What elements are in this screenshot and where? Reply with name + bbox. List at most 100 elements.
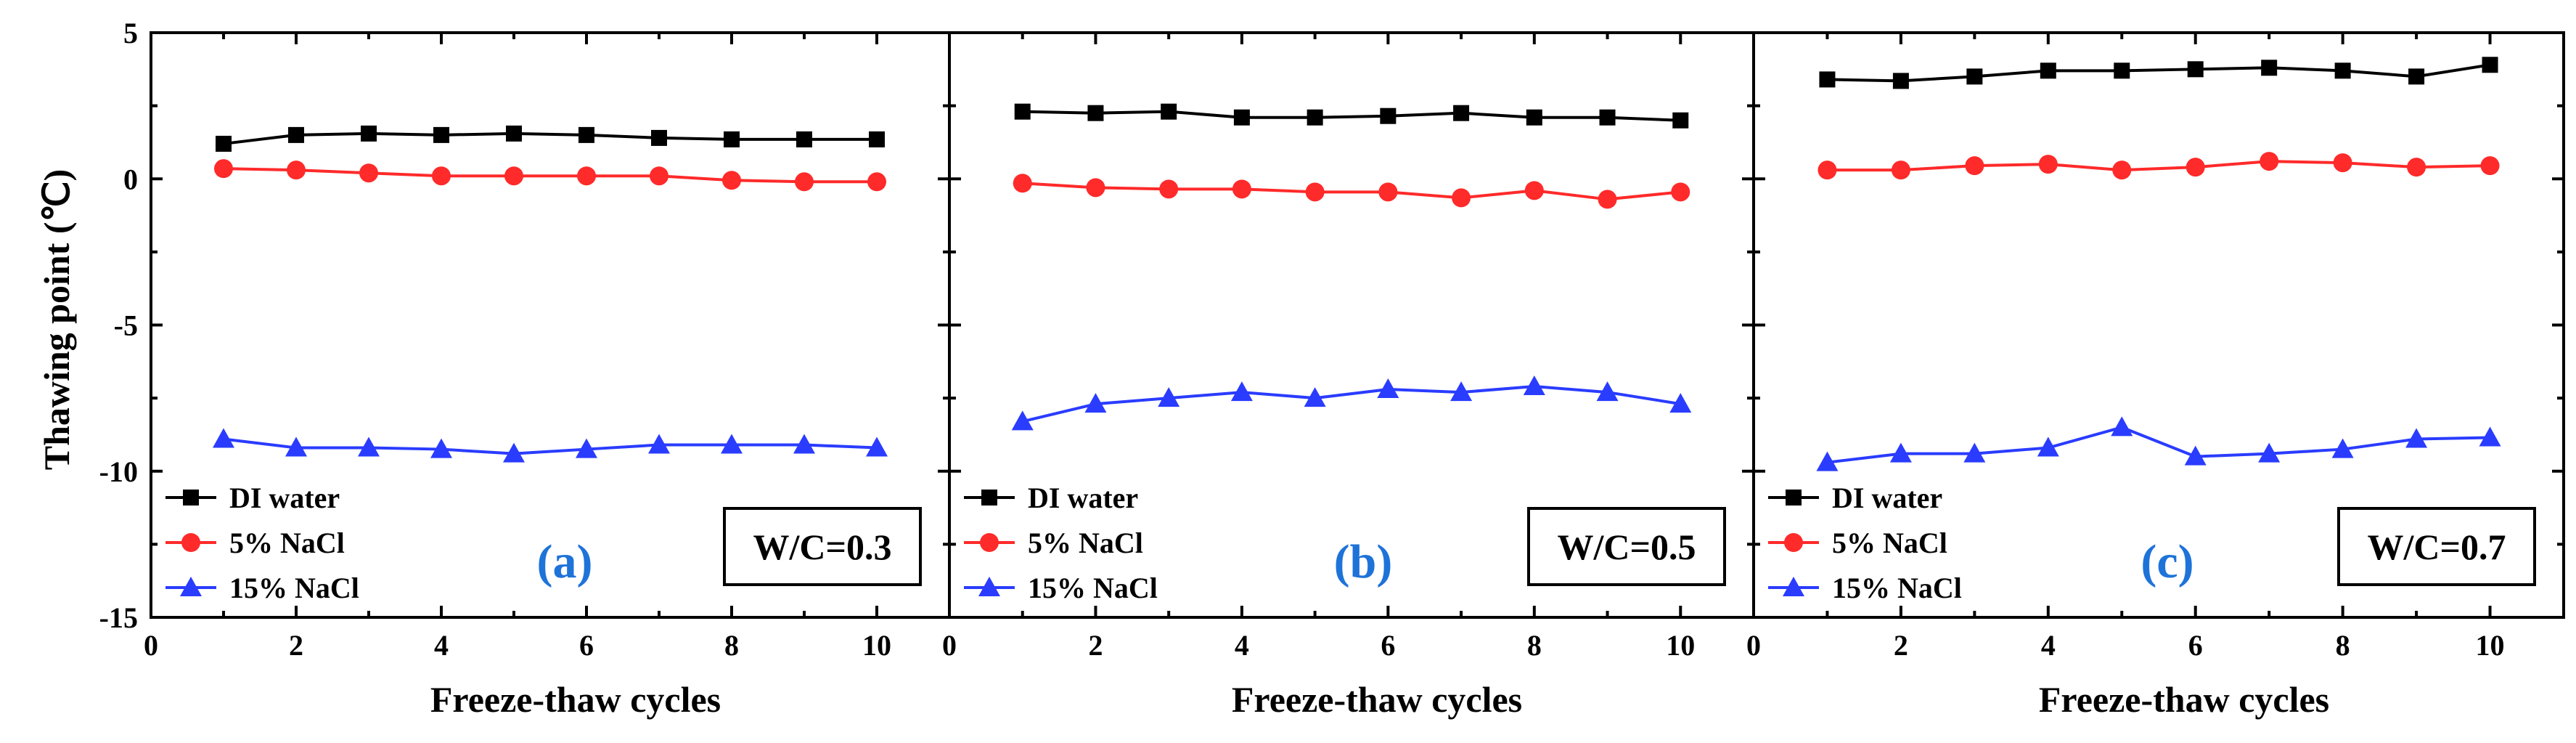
data-point xyxy=(2040,62,2056,79)
data-point xyxy=(1672,112,1689,129)
x-tick-label: 4 xyxy=(2041,629,2056,662)
data-point xyxy=(358,437,380,457)
annotation-text: W/C=0.7 xyxy=(2368,527,2506,567)
panel-label: (c) xyxy=(2140,535,2193,588)
data-point xyxy=(2408,68,2425,85)
data-point xyxy=(1377,378,1399,399)
data-point xyxy=(2331,438,2354,458)
series-15-nacl xyxy=(1011,375,1692,431)
data-point xyxy=(795,172,814,192)
data-point xyxy=(433,126,449,143)
data-point xyxy=(722,171,741,190)
x-axis-title: Freeze-thaw cycles xyxy=(2039,679,2329,720)
x-tick-label: 0 xyxy=(1746,629,1761,662)
data-point xyxy=(1086,178,1105,198)
data-point xyxy=(1159,179,1179,199)
legend-label: 5% NaCl xyxy=(1832,527,1947,559)
data-point xyxy=(1304,387,1326,407)
x-tick-label: 6 xyxy=(2188,629,2203,662)
y-tick-label: 5 xyxy=(123,17,138,49)
data-point xyxy=(2480,156,2500,176)
data-point xyxy=(1596,381,1619,402)
series-line xyxy=(1827,426,2490,464)
series-15-nacl xyxy=(213,428,888,463)
annotation-box xyxy=(2337,507,2536,586)
series-line xyxy=(1022,182,1681,201)
data-point xyxy=(651,129,667,146)
series-line xyxy=(1827,160,2490,172)
annotation-text: W/C=0.3 xyxy=(753,527,892,567)
data-point xyxy=(2333,153,2352,173)
legend-label: 15% NaCl xyxy=(229,572,359,604)
data-point xyxy=(2261,60,2278,76)
panel-label: (a) xyxy=(537,535,593,588)
x-tick-label: 10 xyxy=(2476,629,2505,662)
data-point xyxy=(721,434,743,454)
panel-3: 0 2 4 6 8 10 Freeze-thaw cycles DI water 5% NaCl… xyxy=(1746,31,2565,720)
x-tick-label: 0 xyxy=(144,629,158,662)
series-line xyxy=(1827,63,2490,83)
data-point xyxy=(1892,73,1909,89)
data-point xyxy=(2187,61,2204,78)
legend-label: 15% NaCl xyxy=(1028,572,1158,604)
data-point xyxy=(1232,179,1251,199)
legend-marker xyxy=(1783,577,1804,596)
data-point xyxy=(504,166,523,186)
x-tick-label: 2 xyxy=(289,629,303,662)
data-point xyxy=(1452,188,1471,208)
legend-label: 5% NaCl xyxy=(1028,527,1143,559)
data-point xyxy=(2407,158,2426,177)
data-point xyxy=(288,126,304,143)
series-5-nacl xyxy=(214,159,886,192)
series-15-nacl xyxy=(1816,416,2501,471)
data-point xyxy=(576,438,597,458)
series-line xyxy=(223,167,877,184)
data-point xyxy=(2184,445,2207,466)
data-point xyxy=(648,434,670,454)
data-point xyxy=(2112,161,2132,180)
data-point xyxy=(1599,109,1616,126)
legend: DI water 5% NaCl 15% NaCl xyxy=(165,482,359,604)
data-point xyxy=(1307,109,1323,126)
x-tick-label: 8 xyxy=(724,629,739,662)
series-line xyxy=(1022,110,1681,122)
data-point xyxy=(1380,107,1397,124)
legend-label: DI water xyxy=(1028,482,1138,514)
legend-marker xyxy=(1786,490,1802,506)
x-tick-label: 10 xyxy=(1666,629,1695,662)
legend-marker xyxy=(981,490,997,506)
data-point xyxy=(866,437,888,457)
data-point xyxy=(869,131,885,147)
data-point xyxy=(214,159,233,179)
series-5-nacl xyxy=(1013,174,1690,209)
series-di-water xyxy=(1014,103,1689,129)
data-point xyxy=(1819,71,1836,88)
data-point xyxy=(1450,381,1473,402)
panel-2: 0 2 4 6 8 10 Freeze-thaw cycles DI water 5% NaCl… xyxy=(942,31,1755,720)
x-tick-label: 0 xyxy=(942,629,957,662)
data-point xyxy=(650,166,668,186)
data-point xyxy=(1816,451,1839,471)
data-point xyxy=(2111,416,2133,437)
x-tick-label: 10 xyxy=(862,629,891,662)
legend-marker xyxy=(978,577,1000,596)
data-point xyxy=(361,125,377,142)
data-point xyxy=(285,437,307,457)
series-5-nacl xyxy=(1817,152,2500,180)
data-point xyxy=(1087,105,1104,121)
data-point xyxy=(287,161,306,180)
data-point xyxy=(2482,57,2498,73)
data-point xyxy=(2405,428,2428,448)
data-point xyxy=(2037,437,2059,457)
legend-label: 15% NaCl xyxy=(1832,572,1962,604)
legend-marker xyxy=(980,533,999,552)
data-point xyxy=(793,434,815,454)
data-point xyxy=(216,135,232,152)
data-point xyxy=(213,428,234,448)
y-tick-label: -10 xyxy=(99,455,138,488)
legend-marker xyxy=(180,577,202,596)
data-point xyxy=(1963,442,1986,463)
annotation-box xyxy=(723,507,922,586)
data-point xyxy=(578,126,594,143)
